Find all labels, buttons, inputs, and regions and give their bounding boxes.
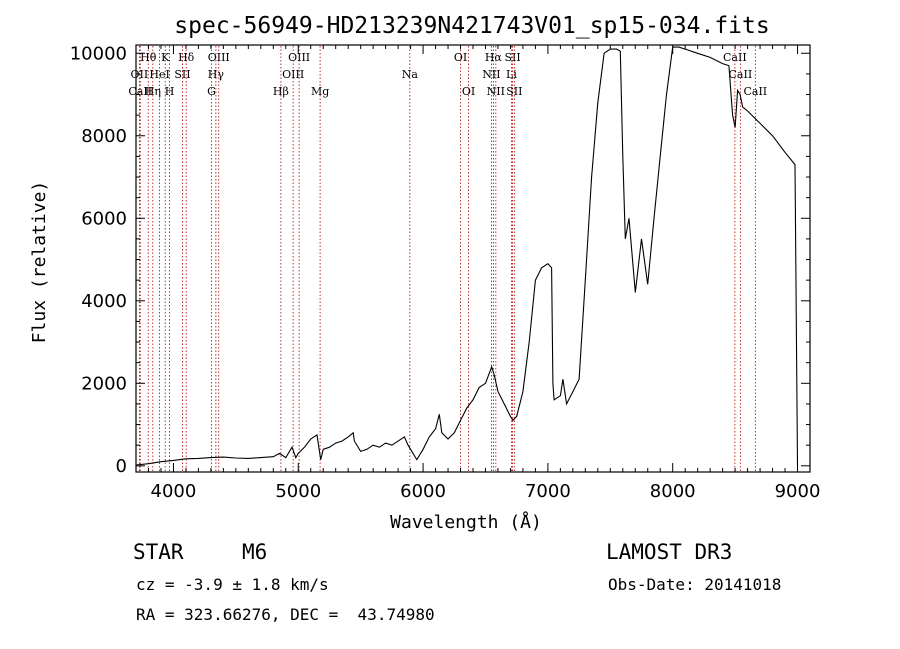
x-tick-label: 8000	[650, 481, 696, 502]
line-marker-label: Hη	[145, 85, 161, 98]
line-marker-label: Mg	[311, 85, 329, 98]
emission-line-labels: Hθ OII CaII K HeI Hη SII H Hδ OIII Hγ G OIII OIII Hβ Mg…	[128, 51, 767, 98]
x-axis-label: Wavelength (Å)	[390, 511, 542, 533]
line-marker-label: CaII	[723, 51, 747, 64]
line-marker-label: NII	[487, 85, 505, 98]
x-tick-label: 7000	[525, 481, 571, 502]
chart-title: spec-56949-HD213239N421743V01_sp15-034.f…	[174, 13, 769, 39]
line-marker-label: CaII	[729, 68, 753, 81]
line-marker-label: H	[165, 85, 175, 98]
y-tick-label: 4000	[81, 291, 127, 312]
line-marker-label: CaII	[128, 85, 152, 98]
line-marker-label: Hγ	[208, 68, 225, 81]
plot-frame	[135, 44, 811, 473]
spectrum-line	[135, 46, 799, 466]
line-marker-label: OIII	[208, 51, 230, 64]
x-tick-label: 9000	[775, 481, 821, 502]
y-tick-label: 2000	[81, 373, 127, 394]
line-marker-label: OIII	[282, 68, 304, 81]
emission-line-markers	[138, 46, 756, 472]
line-marker-label: SII	[504, 51, 520, 64]
y-tick-label: 8000	[81, 126, 127, 147]
x-tick-label: 6000	[400, 481, 446, 502]
line-marker-label: G	[207, 85, 216, 98]
line-marker-label: Hδ	[178, 51, 195, 64]
y-tick-label: 6000	[81, 208, 127, 229]
line-marker-label: NII	[482, 68, 500, 81]
y-axis-label: Flux (relative)	[29, 181, 50, 344]
y-tick-label: 10000	[70, 43, 127, 64]
line-marker-label: Hθ	[140, 51, 157, 64]
object-subclass: M6	[242, 540, 267, 564]
redshift-info: cz = -3.9 ± 1.8 km/s	[136, 575, 329, 594]
line-marker-label: OI	[454, 51, 467, 64]
line-marker-label: CaII	[743, 85, 767, 98]
x-tick-label: 5000	[275, 481, 321, 502]
line-marker-label: HeI	[149, 68, 169, 81]
line-marker-label: K	[161, 51, 170, 64]
y-axis-ticks: 0 2000 4000 6000 8000 10000	[70, 43, 810, 477]
object-class: STAR	[133, 540, 184, 564]
observation-date: Obs-Date: 20141018	[608, 575, 781, 594]
y-tick-label: 0	[116, 456, 127, 477]
line-marker-label: SII	[506, 85, 522, 98]
line-marker-label: OII	[131, 68, 149, 81]
survey-name: LAMOST DR3	[606, 540, 732, 564]
line-marker-label: Na	[402, 68, 419, 81]
line-marker-label: SII	[174, 68, 190, 81]
x-axis-ticks: 4000 5000 6000 7000 8000 9000	[147, 45, 821, 502]
line-marker-label: Li	[506, 68, 517, 81]
line-marker-label: OI	[462, 85, 475, 98]
coordinates: RA = 323.66276, DEC = 43.74980	[136, 605, 435, 624]
line-marker-label: Hα	[485, 51, 503, 64]
x-tick-label: 4000	[151, 481, 197, 502]
line-marker-label: OIII	[288, 51, 310, 64]
line-marker-label: Hβ	[273, 85, 289, 98]
